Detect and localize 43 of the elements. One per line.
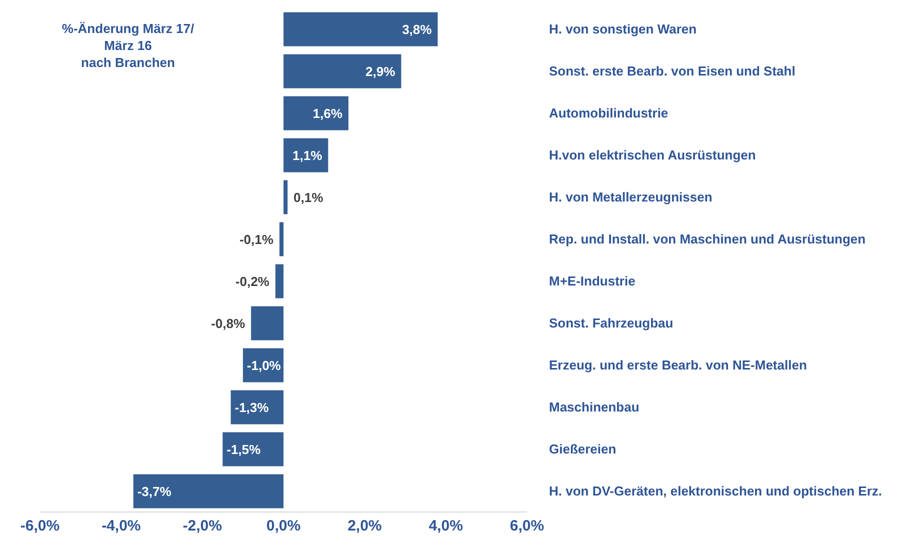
y-tick-label: Sonst. Fahrzeugbau — [549, 316, 674, 331]
x-tick-label: -6,0% — [20, 518, 60, 535]
bar — [230, 390, 284, 424]
data-label: -1,0% — [246, 358, 282, 373]
x-tick-label: 2,0% — [348, 518, 382, 535]
data-label: -1,5% — [226, 442, 262, 457]
bar — [284, 138, 328, 172]
data-label: 0,1% — [294, 190, 324, 205]
bar — [222, 432, 284, 466]
y-tick-label: Erzeug. und erste Bearb. von NE-Metallen — [549, 358, 807, 373]
x-tick-label: -4,0% — [102, 518, 141, 535]
x-tick-label: 6,0% — [510, 518, 544, 535]
y-tick-label: H. von sonstigen Waren — [549, 22, 697, 37]
y-tick-label: Rep. und Install. von Maschinen und Ausrüstungen — [549, 232, 866, 247]
data-label: -0,8% — [211, 316, 246, 331]
data-label: 2,9% — [366, 64, 396, 79]
data-label: -0,1% — [239, 232, 274, 247]
y-tick-label: M+E-Industrie — [549, 274, 636, 289]
x-tick-label: -2,0% — [182, 518, 222, 535]
bar — [284, 180, 288, 214]
y-tick-label: Gießereien — [549, 442, 616, 457]
data-label: 1,1% — [292, 148, 323, 163]
bar — [251, 306, 284, 340]
y-tick-label: Sonst. erste Bearb. von Eisen und Stahl — [549, 64, 796, 79]
data-label: 1,6% — [312, 106, 343, 121]
y-tick-label: H. von DV-Geräten, elektronischen und optischen Erz. — [549, 484, 882, 499]
x-tick-label: 0,0% — [266, 518, 301, 535]
bar — [133, 474, 284, 508]
bar — [284, 96, 348, 130]
data-label: -0,2% — [235, 274, 270, 289]
text: %-Änderung März 17/ März 16 nach Branchen — [60, 20, 196, 71]
data-label: -3,7% — [137, 484, 172, 499]
y-tick-label: Maschinenbau — [549, 400, 640, 415]
bar — [279, 222, 284, 256]
x-tick-label: 4,0% — [428, 518, 463, 535]
bar — [284, 54, 402, 88]
y-tick-label: Automobilindustrie — [549, 106, 668, 121]
bar — [275, 264, 284, 298]
y-tick-label: H.von elektrischen Ausrüstungen — [549, 148, 756, 163]
bar — [284, 12, 438, 46]
data-label: -1,3% — [234, 400, 270, 415]
data-label: 3,8% — [402, 22, 432, 37]
y-tick-label: H. von Metallerzeugnissen — [549, 190, 712, 205]
